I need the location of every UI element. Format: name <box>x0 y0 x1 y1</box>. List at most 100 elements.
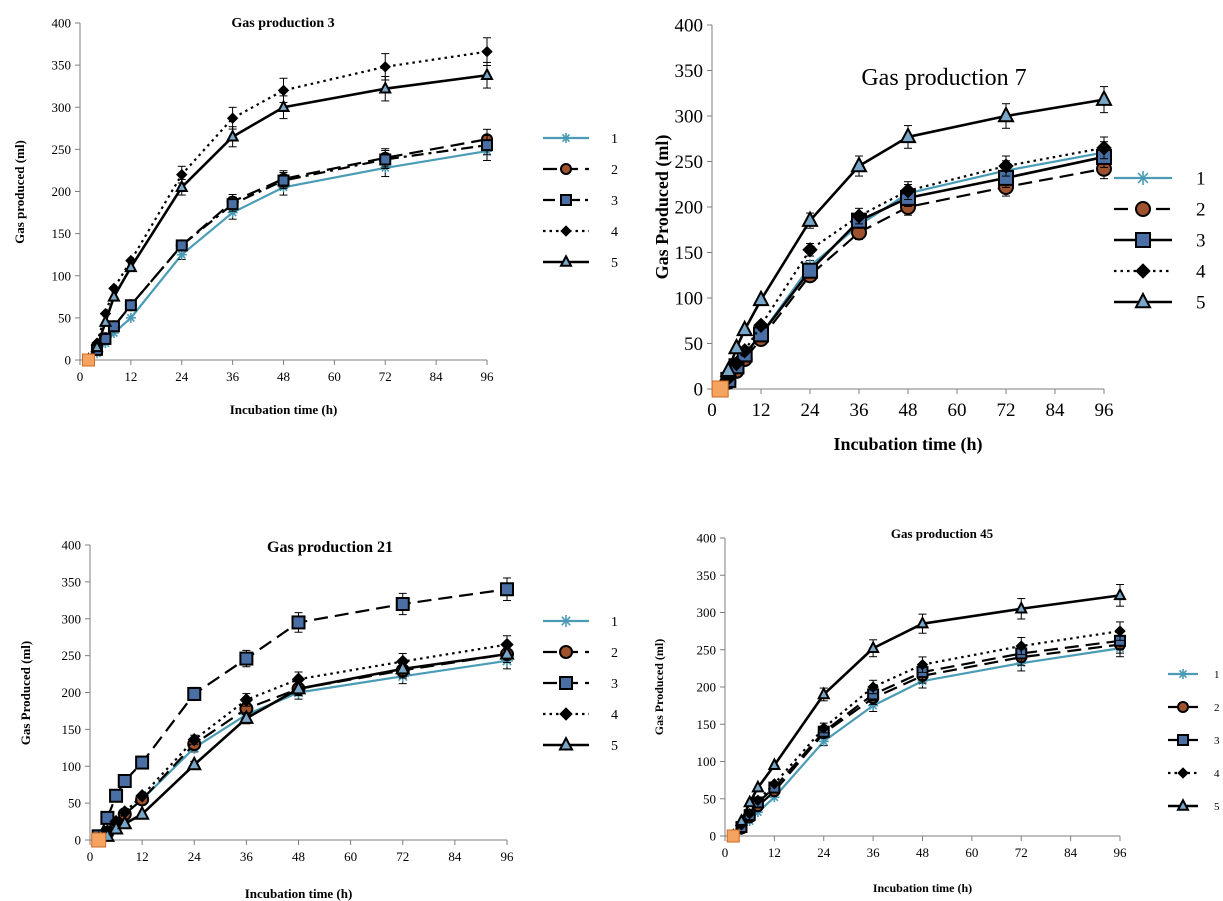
legend: 1 2 3 4 5 <box>543 132 618 271</box>
legend-marker <box>560 163 572 175</box>
legend-item-5: 5 <box>543 735 618 754</box>
legend: 1 2 3 4 5 <box>1114 169 1206 314</box>
x-tick-label: 48 <box>292 849 305 864</box>
data-point <box>727 337 746 355</box>
x-tick-label: 48 <box>277 369 290 384</box>
legend-item-1: 1 <box>543 615 618 630</box>
legend-item-5: 5 <box>1168 798 1220 813</box>
x-tick-label: 60 <box>344 849 357 864</box>
data-point <box>98 314 113 327</box>
data-point <box>998 158 1014 174</box>
x-tick-label: 84 <box>1064 845 1078 860</box>
data-point <box>395 597 410 611</box>
series-1 <box>713 141 1111 396</box>
legend-marker <box>1134 291 1152 309</box>
legend-marker <box>1136 171 1150 185</box>
legend-label: 4 <box>611 225 618 240</box>
y-tick-label: 250 <box>675 152 704 173</box>
x-tick-label: 0 <box>87 849 94 864</box>
series-line-3 <box>97 588 508 837</box>
x-tick-label: 96 <box>501 849 515 864</box>
y-tick-label: 150 <box>52 226 72 241</box>
legend-item-3: 3 <box>543 676 618 692</box>
legend-label: 3 <box>611 677 618 692</box>
legend-label: 2 <box>611 646 618 661</box>
series-5 <box>711 86 1113 396</box>
y-tick-label: 300 <box>697 605 717 620</box>
data-point <box>752 289 770 307</box>
data-point <box>226 198 239 211</box>
data-point <box>719 360 737 378</box>
data-point <box>134 805 150 820</box>
y-tick-label: 400 <box>697 531 717 546</box>
chart-title: Gas production 21 <box>267 539 393 556</box>
data-point <box>1096 140 1112 156</box>
x-tick-label: 96 <box>1095 400 1114 421</box>
y-tick-label: 100 <box>697 754 717 769</box>
x-tick-label: 36 <box>867 845 881 860</box>
legend-label: 2 <box>611 163 618 178</box>
data-point <box>239 693 254 707</box>
x-tick-label: 24 <box>188 849 202 864</box>
data-point <box>900 182 916 199</box>
legend-label: 5 <box>1196 293 1206 314</box>
legend-item-2: 2 <box>1114 200 1206 221</box>
series-line-5 <box>732 594 1121 837</box>
data-point <box>817 686 831 700</box>
y-tick-label: 50 <box>68 796 81 811</box>
data-point <box>186 755 202 771</box>
series-5 <box>726 584 1127 841</box>
legend-label: 4 <box>1196 262 1206 283</box>
y-tick-label: 250 <box>697 642 717 657</box>
y-tick-label: 300 <box>62 611 82 626</box>
origin-point <box>726 829 740 843</box>
y-tick-label: 150 <box>697 717 717 732</box>
x-axis-label: Incubation time (h) <box>873 881 972 895</box>
y-tick-label: 50 <box>58 310 71 325</box>
legend-marker <box>1177 734 1189 746</box>
data-point <box>851 208 867 224</box>
x-axis-label: Incubation time (h) <box>230 402 338 417</box>
origin-point <box>711 380 729 398</box>
data-point <box>916 658 929 671</box>
series-line-2 <box>97 653 508 841</box>
x-tick-label: 0 <box>77 369 84 384</box>
data-point <box>378 80 392 94</box>
data-point <box>818 736 829 747</box>
data-point <box>226 112 239 124</box>
legend-item-2: 2 <box>543 163 618 178</box>
data-point <box>135 789 149 803</box>
y-tick-label: 50 <box>684 334 703 355</box>
legend-marker <box>1178 669 1188 679</box>
data-point <box>109 788 124 803</box>
chart-title: Gas production 45 <box>891 526 994 541</box>
data-point <box>850 155 868 173</box>
data-point <box>187 686 202 701</box>
data-point <box>225 128 240 142</box>
data-point <box>899 126 917 144</box>
legend-marker <box>559 707 573 721</box>
data-point <box>867 681 879 693</box>
legend-marker <box>1135 263 1151 279</box>
data-point <box>175 239 188 252</box>
data-point <box>124 259 138 273</box>
data-point <box>90 339 104 353</box>
legend-label: 4 <box>611 708 618 723</box>
series-line-4 <box>719 146 1105 390</box>
legend-marker <box>559 254 573 267</box>
legend-item-4: 4 <box>1114 262 1206 283</box>
y-tick-label: 200 <box>52 184 72 199</box>
y-tick-label: 350 <box>52 58 72 73</box>
series-line-2 <box>732 643 1121 837</box>
series-3 <box>712 146 1112 397</box>
data-point <box>176 168 188 181</box>
legend-marker <box>558 735 574 751</box>
data-point <box>818 722 830 734</box>
series-4 <box>91 635 514 847</box>
x-tick-label: 72 <box>1015 845 1028 860</box>
x-tick-label: 12 <box>136 849 149 864</box>
